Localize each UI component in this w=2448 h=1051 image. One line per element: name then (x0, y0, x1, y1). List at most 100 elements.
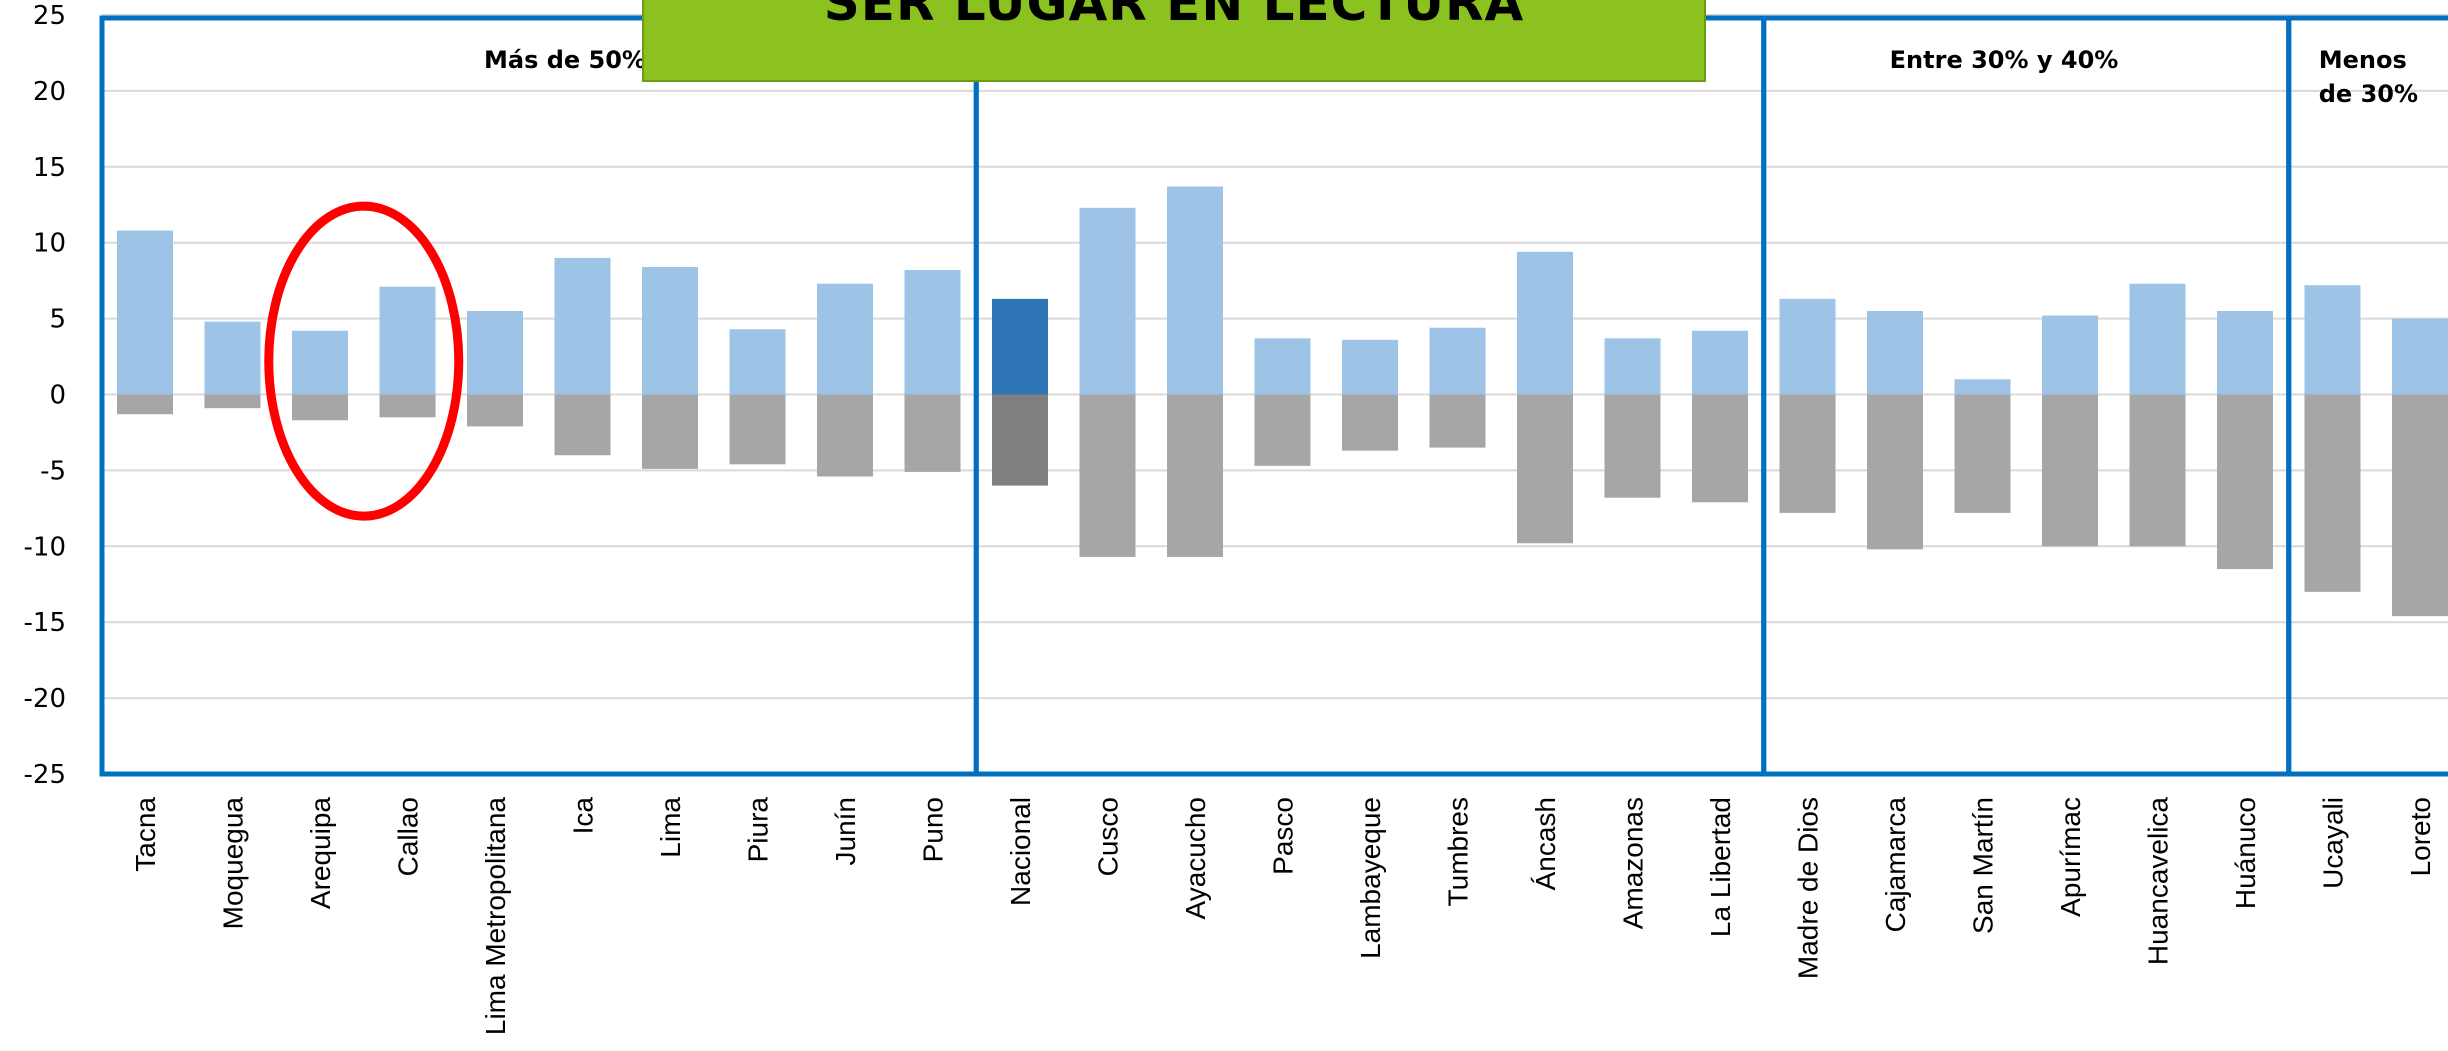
bar-positive (1342, 339, 1398, 395)
x-tick-label: Ica (568, 797, 599, 835)
bar-negative (2129, 394, 2186, 547)
bar-negative (2217, 394, 2273, 570)
x-tick-label: San Martín (1968, 797, 1999, 934)
bar-positive (554, 257, 611, 395)
bar-positive (992, 298, 1048, 395)
bar-positive (1692, 330, 1748, 395)
x-tick-label: Lima Metropolitana (480, 797, 511, 1036)
bar-negative (467, 394, 523, 427)
banner-text: SER LUGAR EN LECTURA (823, 0, 1525, 32)
bar-negative (1954, 394, 2011, 513)
bar-negative (1254, 394, 1311, 466)
x-tick-label: Arequipa (305, 797, 336, 910)
bar-negative (379, 394, 436, 418)
bar-positive (1867, 311, 1923, 395)
y-tick-label: 15 (33, 153, 66, 183)
x-tick-label: La Libertad (1705, 797, 1736, 937)
y-tick-label: -10 (24, 532, 66, 562)
bar-positive (1254, 338, 1311, 395)
x-tick-label: Pasco (1268, 797, 1299, 875)
x-tick-label: Nacional (1005, 797, 1036, 906)
title-banner: SER LUGAR EN LECTURA (642, 0, 1706, 82)
bar-negative (2042, 394, 2098, 547)
group-label: Más de 50% (484, 46, 646, 74)
group-frame (1761, 15, 2292, 777)
x-tick-label: Puno (918, 797, 949, 862)
bar-positive (1604, 338, 1661, 395)
group-label: de 30% (2319, 80, 2418, 108)
y-tick-label: -20 (24, 684, 66, 714)
bar-positive (1779, 298, 1836, 395)
group-frame (2286, 15, 2448, 777)
x-tick-label: Lima (655, 797, 686, 858)
bar-positive (904, 270, 961, 395)
x-tick-label: Ucayali (2318, 797, 2349, 889)
bar-negative (1429, 394, 1486, 448)
bar-positive (729, 329, 786, 395)
x-tick-label: Loreto (2405, 797, 2436, 876)
y-tick-label: 20 (33, 77, 66, 107)
bar-negative (554, 394, 611, 456)
bar-positive (642, 266, 698, 395)
bar-negative (2304, 394, 2361, 592)
bar-negative (1604, 394, 1661, 498)
bar-positive (1429, 327, 1486, 395)
bar-negative (1079, 394, 1136, 557)
highlight-ellipse (264, 201, 464, 521)
bar-positive (117, 230, 173, 395)
bar-positive (2129, 283, 2186, 395)
bar-positive (2304, 285, 2361, 395)
bar-positive (1517, 251, 1573, 395)
y-tick-label: 5 (49, 305, 66, 335)
y-tick-label: -25 (24, 760, 66, 790)
group-label: Menos (2319, 46, 2407, 74)
x-tick-label: Apurímac (2055, 797, 2086, 917)
x-tick-label: Áncash (1530, 797, 1561, 890)
x-tick-label: Huánuco (2230, 797, 2261, 909)
bar-negative (1517, 394, 1573, 544)
bar-negative (729, 394, 786, 465)
bar-negative (1779, 394, 1836, 513)
x-tick-label: Ayacucho (1180, 797, 1211, 919)
bar-positive (292, 330, 348, 395)
bar-negative (904, 394, 961, 472)
x-tick-label: Cajamarca (1880, 797, 1911, 933)
x-tick-label: Madre de Dios (1793, 797, 1824, 979)
bar-positive (1079, 207, 1136, 395)
bar-negative (817, 394, 873, 477)
bar-positive (817, 283, 873, 395)
bar-positive (2042, 315, 2098, 395)
bar-positive (204, 321, 261, 395)
bar-negative (204, 394, 261, 409)
x-tick-label: Tacna (130, 797, 161, 872)
bar-negative (292, 394, 348, 421)
y-tick-label: 0 (49, 381, 66, 411)
bar-positive (467, 311, 523, 395)
x-tick-label: Cusco (1093, 797, 1124, 876)
x-tick-label: Tumbres (1443, 797, 1474, 906)
bar-positive (2392, 318, 2448, 395)
bar-positive (379, 286, 436, 395)
bar-negative (1342, 394, 1398, 451)
x-tick-label: Moquegua (218, 797, 249, 930)
y-tick-label: -5 (40, 456, 66, 486)
x-tick-label: Lambayeque (1355, 797, 1386, 959)
bar-positive (1167, 186, 1223, 395)
group-label: Entre 30% y 40% (1890, 46, 2119, 74)
x-tick-label: Amazonas (1618, 797, 1649, 929)
bar-negative (992, 394, 1048, 486)
x-tick-label: Callao (393, 797, 424, 876)
x-tick-label: Huancavelica (2143, 797, 2174, 966)
y-tick-label: 10 (33, 229, 66, 259)
bar-negative (117, 394, 173, 415)
bar-negative (2392, 394, 2448, 617)
x-tick-label: Junín (830, 797, 861, 866)
y-tick-label: 25 (33, 1, 66, 31)
bar-negative (1867, 394, 1923, 550)
bar-negative (1692, 394, 1748, 503)
bar-positive (1954, 379, 2011, 395)
y-tick-label: -15 (24, 608, 66, 638)
bar-negative (642, 394, 698, 469)
